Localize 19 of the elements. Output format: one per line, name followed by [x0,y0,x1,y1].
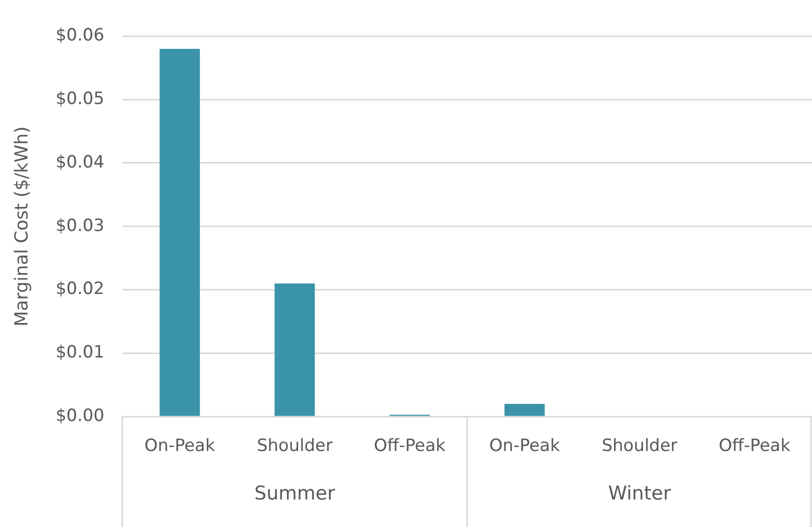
x-tick-label: On-Peak [144,436,216,456]
y-tick-label: $0.04 [56,152,104,172]
bar [274,283,315,416]
y-tick-label: $0.01 [56,342,104,363]
x-tick-label: Shoulder [602,436,678,456]
y-tick-label: $0.05 [56,89,104,110]
y-tick-label: $0.03 [56,216,104,236]
y-axis-title: Marginal Cost ($/kWh) [11,126,32,326]
text: Summer [254,482,336,505]
bar [504,404,545,416]
x-tick-label: Shoulder [256,436,333,456]
x-tick-label: On-Peak [489,436,560,456]
y-tick-label: $0.06 [56,26,104,46]
text: Winter [608,482,672,505]
y-tick-label: $0.02 [56,279,104,300]
x-tick-label: Off-Peak [718,436,790,456]
x-tick-label: Off-Peak [374,436,446,456]
bar [160,48,200,416]
y-tick-label: $0.00 [56,406,104,426]
